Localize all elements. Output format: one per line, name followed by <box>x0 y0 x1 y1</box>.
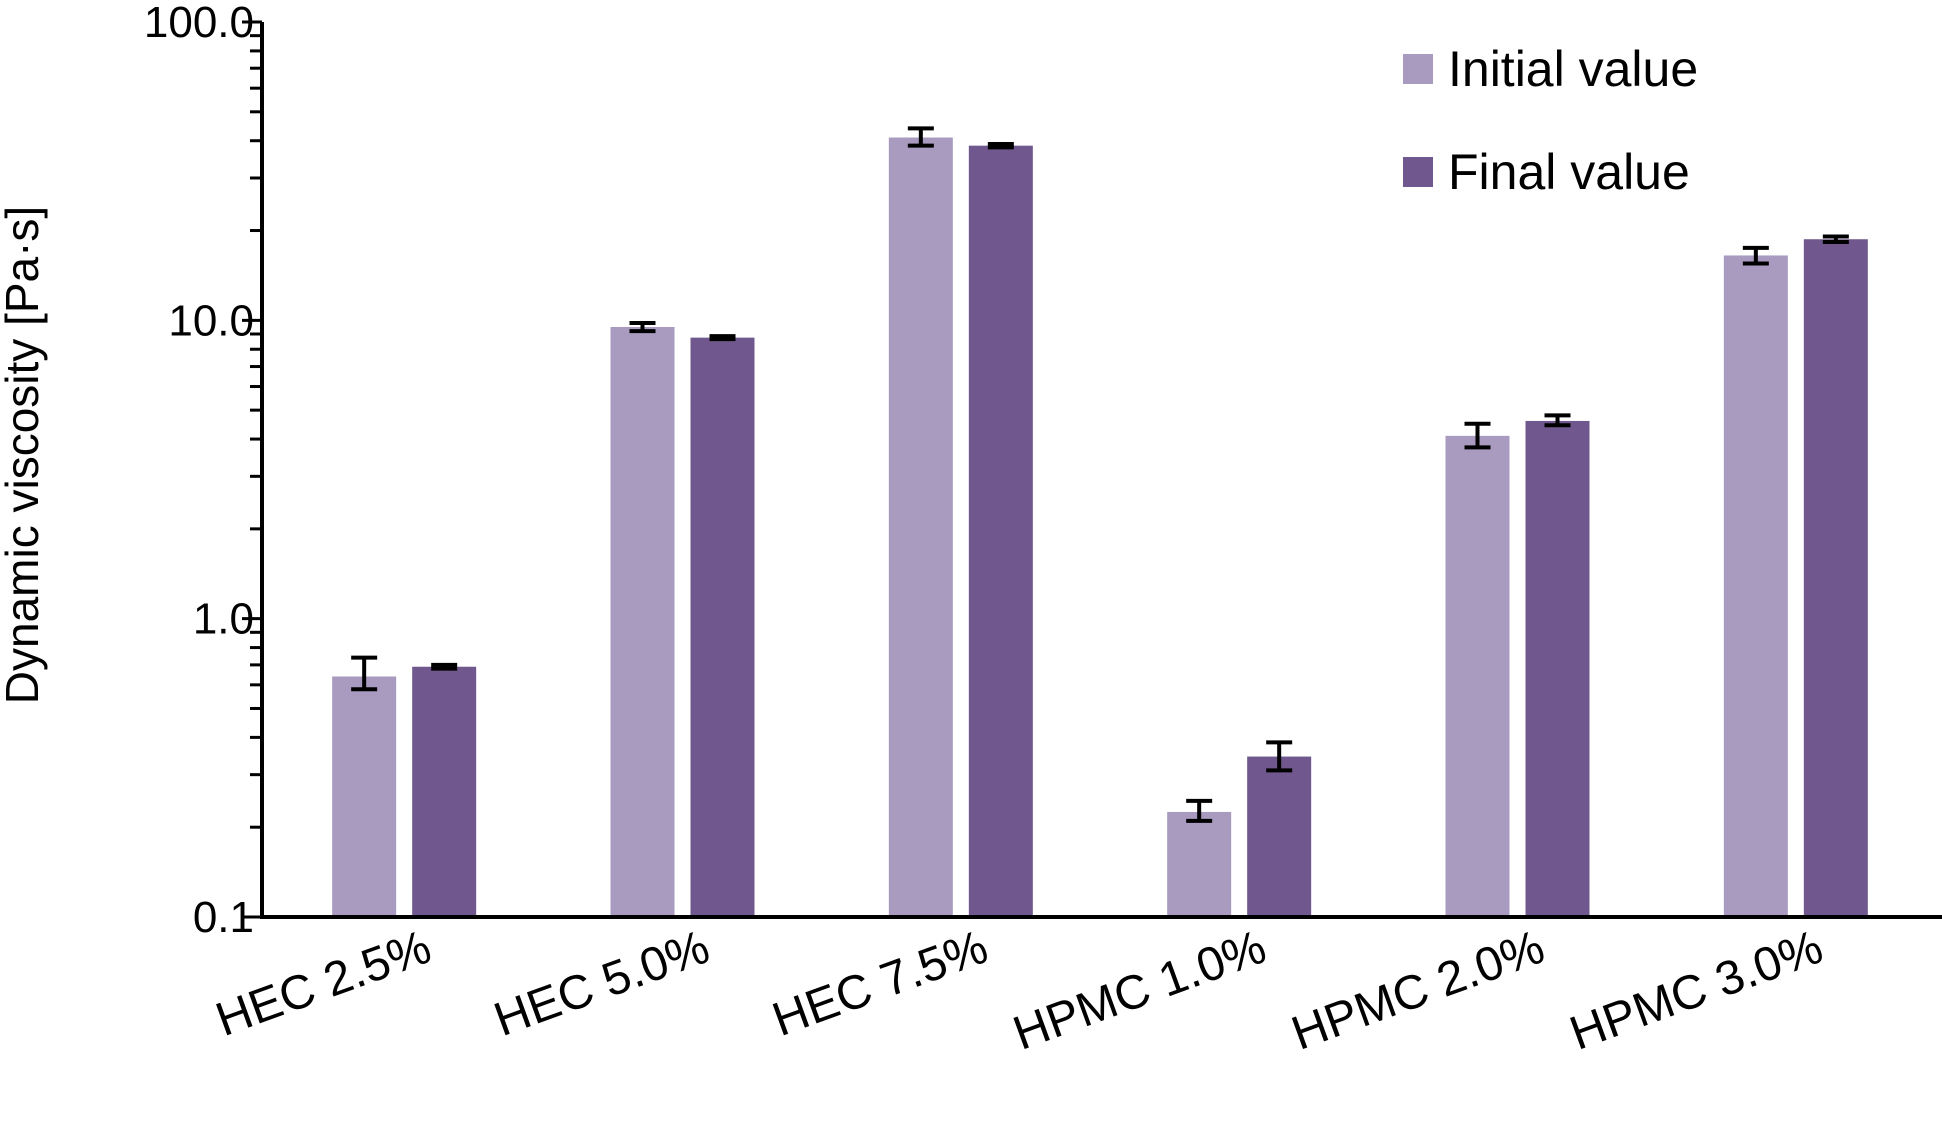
axes-layer <box>260 22 1942 919</box>
bar <box>888 137 953 918</box>
bars-layer <box>332 137 1868 918</box>
y-tick-label: 10.0 <box>168 296 254 345</box>
x-category-label: HPMC 1.0% <box>1007 921 1273 1061</box>
legend-label: Initial value <box>1448 41 1698 97</box>
bar <box>1803 239 1868 918</box>
y-tick-label: 100.0 <box>144 0 254 47</box>
bar <box>690 337 755 917</box>
legend: Initial value Final value <box>1403 41 1698 200</box>
bar <box>1445 435 1510 917</box>
y-tick-label: 0.1 <box>193 893 254 942</box>
x-category-label: HPMC 3.0% <box>1563 921 1829 1061</box>
bar <box>968 145 1033 917</box>
legend-label: Final value <box>1448 144 1690 200</box>
bar <box>412 666 477 917</box>
bar <box>332 676 397 917</box>
bar <box>1525 420 1590 917</box>
x-category-label: HEC 7.5% <box>766 921 995 1047</box>
bar <box>1167 811 1232 917</box>
legend-swatch <box>1403 54 1433 84</box>
x-category-label: HPMC 2.0% <box>1285 921 1551 1061</box>
bar <box>610 326 675 917</box>
bar <box>1723 255 1788 917</box>
bar <box>1247 756 1312 917</box>
error-bars-layer <box>351 126 1849 823</box>
legend-swatch <box>1403 157 1433 187</box>
y-ticks-layer <box>242 20 262 919</box>
x-category-label: HEC 5.0% <box>488 921 717 1047</box>
y-tick-label: 1.0 <box>193 595 254 644</box>
y-axis-title: Dynamic viscosity [Pa·s] <box>0 206 48 704</box>
